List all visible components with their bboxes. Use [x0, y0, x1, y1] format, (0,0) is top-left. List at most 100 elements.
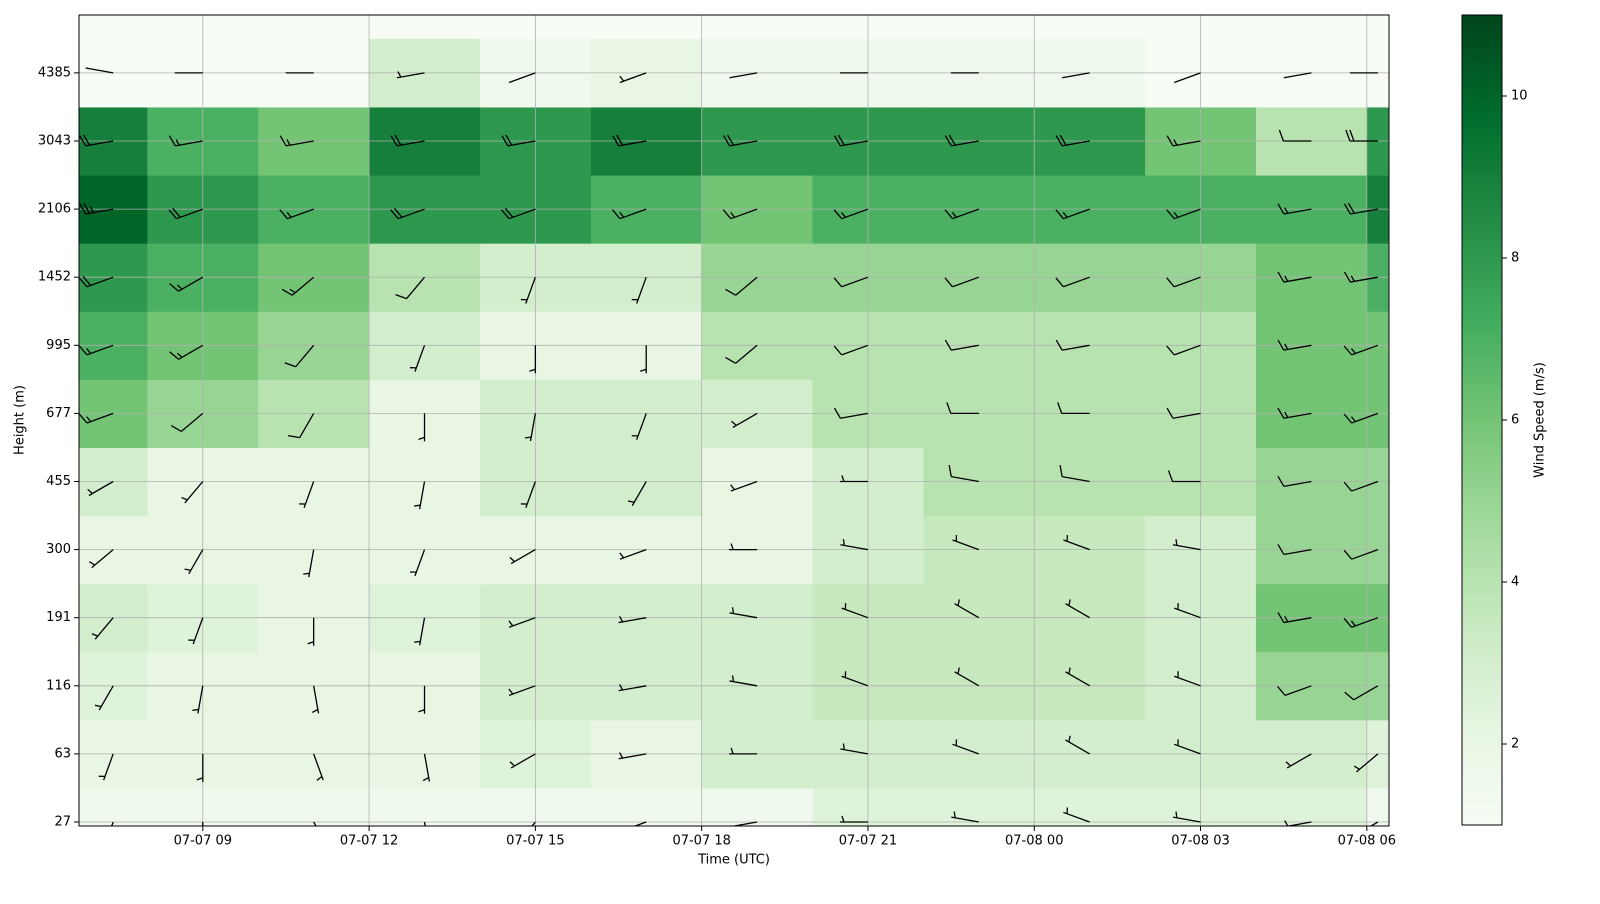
heat-cell [1034, 787, 1146, 826]
wind-barb [1284, 820, 1312, 826]
wind-barb [841, 671, 869, 687]
wind-barb [1167, 470, 1201, 483]
wind-barb [948, 464, 979, 483]
y-tick-label: 116 [46, 678, 71, 693]
y-tick-label: 995 [46, 338, 71, 353]
wind-barb [168, 207, 204, 220]
wind-barb [722, 208, 758, 220]
wind-barb [1343, 271, 1379, 283]
wind-barb [841, 603, 869, 619]
wind-barb [418, 413, 426, 442]
wind-barb [422, 753, 431, 782]
wind-barb [1057, 402, 1090, 415]
wind-barb [79, 412, 114, 424]
y-tick-label: 677 [46, 406, 71, 421]
wind-barb [731, 412, 758, 428]
wind-barb [508, 72, 536, 84]
wind-barb [284, 344, 315, 368]
wind-barb [413, 617, 426, 646]
wind-barb [390, 134, 425, 147]
y-tick-label: 455 [46, 474, 71, 489]
wind-barb [1283, 72, 1312, 79]
wind-barb [840, 743, 869, 755]
y-tick-label: 27 [54, 815, 71, 830]
wind-barb [196, 753, 204, 782]
wind-barb [1172, 539, 1201, 551]
wind-barb [413, 481, 426, 510]
wind-barb [954, 667, 980, 687]
wind-barb [725, 276, 758, 296]
wind-barb [952, 739, 980, 755]
wind-barb [170, 412, 204, 432]
wind-barb [729, 543, 758, 551]
x-tick-label: 07-07 09 [174, 834, 232, 849]
heat-cell [1366, 787, 1389, 826]
wind-barb [627, 481, 647, 507]
wind-barb [1277, 271, 1312, 283]
heat-cell [923, 787, 1035, 826]
colorbar-label: Wind Speed (m/s) [1533, 362, 1548, 478]
wind-barb [79, 344, 114, 356]
wind-barb [409, 345, 426, 372]
wind-barb [508, 685, 536, 696]
wind-barb [1063, 535, 1090, 551]
wind-barb [79, 134, 114, 147]
wind-barb [1277, 685, 1312, 696]
wind-barb [1345, 129, 1378, 142]
wind-barb [281, 276, 315, 296]
wind-barb [631, 413, 647, 440]
heat-cell [701, 787, 814, 826]
wind-barb [618, 752, 647, 760]
wind-barb [1174, 72, 1201, 84]
wind-barb [1174, 739, 1201, 755]
wind-barb [944, 276, 980, 288]
x-tick-label: 07-07 12 [340, 834, 398, 849]
wind-barb [946, 402, 979, 415]
x-tick-label: 07-08 03 [1171, 834, 1229, 849]
wind-barb [1166, 208, 1201, 220]
x-tick-label: 07-08 00 [1005, 834, 1063, 849]
wind-barb [725, 344, 758, 364]
wind-barb [529, 345, 537, 374]
x-tick-label: 07-08 06 [1338, 834, 1396, 849]
wind-barb [1343, 548, 1379, 560]
wind-barb [730, 821, 758, 826]
wind-barb [169, 276, 204, 292]
wind-barb [520, 481, 536, 509]
wind-barb [509, 549, 536, 565]
wind-barb [954, 599, 980, 619]
colorbar [1461, 14, 1503, 826]
wind-barb [1061, 72, 1090, 79]
wind-barb [1369, 821, 1379, 826]
wind-barb [390, 207, 425, 220]
wind-barb [1059, 464, 1090, 483]
wind-barb [1055, 208, 1090, 220]
wind-barb [1277, 543, 1312, 556]
wind-barb [184, 549, 204, 575]
wind-barb [313, 753, 324, 781]
wind-barb [1343, 202, 1379, 215]
wind-barb [723, 134, 758, 147]
y-tick-label: 1452 [38, 270, 71, 285]
colorbar-tick-label: 6 [1511, 413, 1519, 428]
wind-barb [833, 407, 869, 419]
wind-barb [79, 202, 114, 215]
wind-barb [188, 617, 204, 645]
wind-barb [1065, 735, 1091, 755]
colorbar-tick-label: 10 [1511, 89, 1528, 104]
wind-barb [612, 134, 647, 147]
wind-barb [501, 207, 536, 220]
wind-barb [89, 549, 114, 569]
wind-barb [192, 685, 204, 714]
wind-barb [1063, 807, 1090, 823]
wind-barb [1166, 344, 1201, 356]
wind-barb [299, 481, 315, 509]
wind-barb [279, 208, 314, 220]
wind-barb [619, 72, 647, 84]
wind-barb [611, 208, 647, 220]
wind-barb [839, 815, 868, 823]
wind-barb [1055, 134, 1090, 147]
colorbar-tick-label: 8 [1511, 251, 1519, 266]
wind-barb [1065, 667, 1091, 687]
wind-barb [520, 276, 536, 304]
